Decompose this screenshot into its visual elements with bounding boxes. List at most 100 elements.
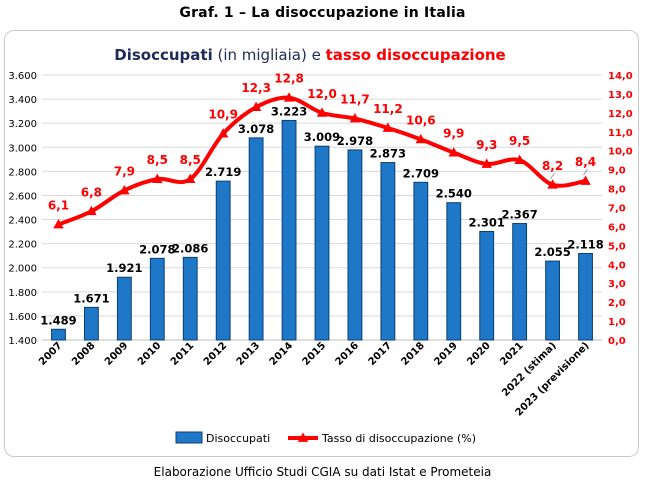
x-tick-label: 2020 (465, 340, 492, 367)
bar-value-label: 2.086 (172, 241, 208, 255)
bar (215, 180, 231, 341)
y-right-tick-label: 2,0 (608, 298, 626, 309)
y-right-tick-label: 6,0 (608, 222, 626, 233)
x-tick-label: 2010 (136, 340, 163, 367)
rate-value-label: 6,1 (48, 199, 69, 213)
x-tick-label: 2016 (334, 340, 361, 367)
rate-value-label: 9,9 (443, 127, 464, 141)
bar-value-label: 2.078 (139, 242, 175, 256)
y-left-tick-label: 3.400 (8, 95, 37, 106)
rate-value-label: 8,5 (147, 153, 168, 167)
chart-title-part-3: tasso disoccupazione (326, 46, 506, 64)
rate-label-leader (550, 172, 555, 180)
y-right-tick-label: 10,0 (608, 147, 633, 158)
x-tick-label: 2008 (70, 340, 97, 367)
chart-title-part-0: Disoccupati (114, 46, 212, 64)
bar (347, 149, 363, 341)
bar-value-label: 3.223 (271, 104, 307, 118)
rate-point (547, 179, 558, 189)
bar-value-label: 2.301 (469, 215, 505, 229)
rate-point (152, 173, 163, 183)
rate-point (448, 147, 459, 157)
x-tick-label: 2021 (498, 340, 525, 367)
rate-point (283, 92, 295, 102)
x-tick-label: 2013 (235, 340, 262, 367)
y-left-tick-label: 3.200 (8, 119, 37, 130)
x-tick-label: 2018 (399, 340, 426, 367)
bar (314, 145, 330, 341)
y-right-tick-label: 13,0 (608, 90, 633, 101)
bar-value-label: 2.367 (501, 208, 537, 222)
legend-line-label: Tasso di disoccupazione (%) (321, 432, 476, 445)
y-left-tick-label: 2.200 (8, 240, 37, 251)
x-tick-label: 2007 (37, 340, 64, 367)
bar (116, 276, 132, 341)
y-right-tick-label: 9,0 (608, 166, 626, 177)
y-left-tick-label: 2.000 (8, 264, 37, 275)
y-right-tick-label: 0,0 (608, 336, 626, 347)
x-tick-label: 2014 (268, 340, 295, 367)
rate-value-label: 11,7 (340, 93, 370, 107)
x-tick-label: 2017 (367, 340, 394, 367)
bar-value-label: 1.671 (73, 291, 109, 305)
legend-line-marker (297, 432, 309, 442)
rate-point (415, 133, 427, 144)
legend-bar-swatch (175, 431, 203, 444)
bar-value-label: 2.873 (370, 147, 406, 161)
bar (51, 328, 66, 341)
chart-title-part-1: (in migliaia) (213, 46, 312, 64)
chart-title-part-2: e (312, 46, 326, 64)
bar-value-label: 2.709 (403, 166, 439, 180)
bar-value-label: 2.540 (436, 187, 472, 201)
bar-value-label: 2.118 (567, 238, 603, 252)
figure-title: Graf. 1 – La disoccupazione in Italia (179, 5, 466, 21)
y-right-tick-label: 14,0 (608, 71, 633, 82)
bar (248, 137, 264, 341)
rate-value-label: 8,5 (180, 153, 201, 167)
legend-bar-label: Disoccupati (206, 432, 270, 445)
bar (446, 202, 462, 341)
bar-value-label: 1.489 (40, 313, 76, 327)
bar-value-label: 2.719 (205, 165, 241, 179)
rate-value-label: 10,6 (406, 113, 436, 127)
y-right-tick-label: 4,0 (608, 260, 626, 271)
x-tick-label: 2009 (103, 340, 130, 367)
bar (578, 253, 593, 341)
y-right-tick-label: 8,0 (608, 185, 626, 196)
bar-value-label: 3.078 (238, 122, 274, 136)
y-right-tick-label: 1,0 (608, 317, 626, 328)
rate-point (217, 128, 229, 138)
x-tick-label: 2019 (432, 340, 459, 367)
rate-point (316, 107, 328, 117)
x-tick-label: 2011 (169, 340, 196, 367)
bar-value-label: 2.978 (337, 134, 373, 148)
rate-value-label: 9,3 (476, 138, 497, 152)
rate-point (580, 175, 591, 185)
source-caption: Elaborazione Ufficio Studi CGIA su dati … (153, 465, 492, 479)
y-left-tick-label: 3.600 (8, 71, 37, 82)
rate-point (86, 205, 97, 216)
rate-point (382, 122, 394, 132)
y-right-tick-label: 12,0 (608, 109, 633, 120)
rate-value-label: 7,9 (114, 164, 135, 178)
bar (413, 181, 429, 341)
rate-point (481, 158, 492, 168)
y-left-tick-label: 3.000 (8, 143, 37, 154)
rate-point (185, 173, 196, 183)
rate-value-label: 8,2 (542, 159, 563, 173)
rate-label-leader (583, 168, 588, 176)
y-right-tick-label: 5,0 (608, 241, 626, 252)
rate-value-label: 6,8 (81, 185, 102, 199)
rate-value-label: 10,9 (208, 108, 238, 122)
y-left-tick-label: 2.600 (8, 191, 37, 202)
bar-value-label: 1.921 (106, 261, 142, 275)
bar (545, 260, 561, 341)
rate-value-label: 9,5 (509, 134, 530, 148)
bar (281, 119, 297, 341)
bar (83, 306, 99, 341)
rate-value-label: 11,2 (373, 102, 403, 116)
x-tick-label: 2012 (202, 340, 229, 367)
y-left-tick-label: 1.800 (8, 288, 37, 299)
rate-value-label: 8,4 (575, 155, 596, 169)
